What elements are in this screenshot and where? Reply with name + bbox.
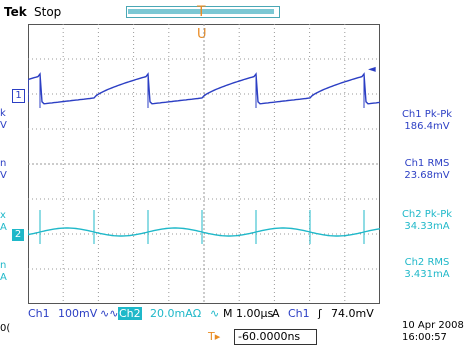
left-fragment: V bbox=[0, 170, 7, 181]
measurement-label: Ch2 RMS bbox=[404, 257, 450, 268]
trigger-position-icon[interactable]: T bbox=[197, 4, 206, 20]
trigger-level-arrow-icon[interactable]: ◄ bbox=[368, 64, 376, 75]
left-fragment: A bbox=[0, 272, 7, 283]
trigger-level-icon[interactable]: U bbox=[197, 27, 207, 42]
ch1-scale[interactable]: 100mV bbox=[58, 307, 98, 320]
trigger-slope-icon: ʃ bbox=[318, 307, 322, 320]
ch1-waveform bbox=[28, 72, 380, 105]
top-status-bar: Tek Stop T bbox=[0, 0, 474, 24]
acquisition-state: Stop bbox=[34, 5, 62, 19]
ch2-ground-marker[interactable]: 2 bbox=[12, 229, 24, 241]
date-readout: 10 Apr 2008 bbox=[402, 320, 464, 331]
horizontal-position-icon: T▸ bbox=[208, 330, 221, 343]
measurement-label: Ch1 RMS bbox=[404, 158, 450, 169]
time-readout: 16:00:57 bbox=[402, 332, 447, 343]
ch1-coupling-icon: ∿∿ bbox=[100, 307, 119, 320]
trigger-source[interactable]: Ch1 bbox=[288, 307, 310, 320]
measurement-ch1-rms: Ch1 RMS 23.68mV bbox=[380, 158, 474, 182]
measurement-value: 23.68mV bbox=[404, 170, 450, 181]
measurement-value: 34.33mA bbox=[404, 221, 450, 232]
left-fragment: n bbox=[0, 158, 7, 169]
left-fragment: x bbox=[0, 210, 6, 221]
left-fragment: A bbox=[0, 222, 7, 233]
measurement-ch1-pkpk: Ch1 Pk-Pk 186.4mV bbox=[380, 109, 474, 133]
trigger-mode: A bbox=[272, 307, 280, 320]
ch1-ground-marker[interactable]: 1 bbox=[12, 89, 25, 103]
left-fragment: n bbox=[0, 260, 7, 271]
ch2-coupling-icon: ∿ bbox=[210, 307, 220, 320]
horizontal-position-value[interactable]: -60.0000ns bbox=[234, 329, 317, 345]
measurement-value: 186.4mV bbox=[404, 121, 450, 132]
measurement-label: Ch2 Pk-Pk bbox=[401, 209, 453, 220]
record-view-window[interactable] bbox=[128, 9, 274, 14]
waveform-display[interactable] bbox=[28, 24, 380, 304]
ch2-waveform bbox=[28, 227, 380, 237]
ch2-label[interactable]: Ch2 bbox=[118, 307, 142, 320]
brand-label: Tek bbox=[4, 5, 27, 19]
ch2-scale[interactable]: 20.0mAΩ bbox=[150, 307, 202, 320]
left-fragment: V bbox=[0, 120, 7, 131]
left-fragment: 0( bbox=[0, 323, 11, 334]
left-fragment: k bbox=[0, 108, 6, 119]
timebase[interactable]: M 1.00µs bbox=[223, 307, 274, 320]
ch1-label[interactable]: Ch1 bbox=[28, 307, 50, 320]
measurement-ch2-pkpk: Ch2 Pk-Pk 34.33mA bbox=[380, 209, 474, 233]
measurement-value: 3.431mA bbox=[404, 269, 450, 280]
graticule-grid bbox=[28, 24, 380, 304]
measurement-label: Ch1 Pk-Pk bbox=[401, 109, 453, 120]
channel-status-row: Ch1 100mV ∿∿ Ch2 20.0mAΩ ∿ M 1.00µs A Ch… bbox=[28, 305, 380, 322]
measurement-ch2-rms: Ch2 RMS 3.431mA bbox=[380, 257, 474, 281]
trigger-level[interactable]: 74.0mV bbox=[331, 307, 374, 320]
